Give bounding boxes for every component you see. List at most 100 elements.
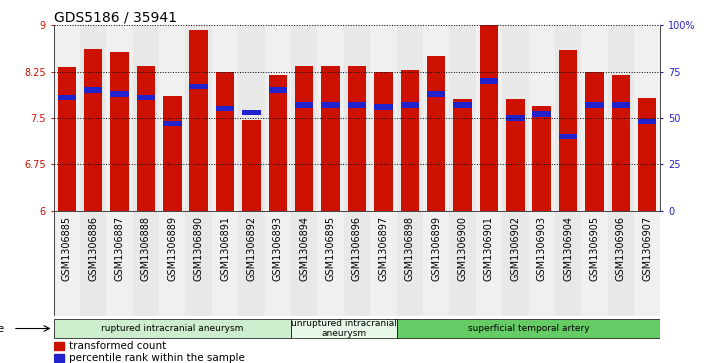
Bar [370,25,396,211]
Bar [449,211,476,316]
Bar [585,102,604,108]
Bar [291,25,318,211]
Bar [506,99,525,211]
Bar [58,95,76,101]
Bar [427,56,446,211]
Text: unruptured intracranial
aneurysm: unruptured intracranial aneurysm [291,319,397,338]
Bar [133,25,159,211]
Bar [238,25,265,211]
Bar [476,25,502,211]
Bar [216,72,234,211]
Bar [54,211,80,316]
Bar [533,106,551,211]
Text: tissue: tissue [0,323,5,334]
Text: GSM1306886: GSM1306886 [88,216,98,281]
Bar [396,25,423,211]
Text: GSM1306897: GSM1306897 [378,216,388,281]
Text: GSM1306900: GSM1306900 [458,216,468,281]
Text: GSM1306885: GSM1306885 [61,216,71,281]
Bar [58,67,76,211]
Text: GSM1306891: GSM1306891 [220,216,230,281]
Text: GSM1306899: GSM1306899 [431,216,441,281]
Bar [634,25,660,211]
Bar [159,25,186,211]
Bar [84,87,102,93]
Bar [585,72,604,211]
Bar [533,111,551,117]
Text: GSM1306904: GSM1306904 [563,216,573,281]
Bar [453,102,472,108]
Text: GSM1306898: GSM1306898 [405,216,415,281]
Bar [559,50,578,211]
Text: GSM1306903: GSM1306903 [537,216,547,281]
Text: GSM1306905: GSM1306905 [590,216,600,281]
Bar [54,342,64,350]
Bar [291,211,318,316]
Text: GSM1306895: GSM1306895 [326,216,336,281]
Bar [638,98,656,211]
Text: GSM1306887: GSM1306887 [114,216,124,281]
Bar [136,95,155,101]
Bar [608,25,634,211]
Bar [106,25,133,211]
Bar [163,97,181,211]
Bar [238,211,265,316]
Text: GSM1306907: GSM1306907 [643,216,653,281]
Bar [344,25,370,211]
Text: GSM1306888: GSM1306888 [141,216,151,281]
Bar [212,211,238,316]
Bar [370,211,396,316]
Bar [189,84,208,89]
Bar [186,25,212,211]
Text: ruptured intracranial aneurysm: ruptured intracranial aneurysm [101,324,243,333]
Bar [84,49,102,211]
Bar [374,104,393,110]
Bar [374,72,393,211]
Bar [295,102,313,108]
Bar [476,211,502,316]
Bar [581,211,608,316]
Bar [159,211,186,316]
Bar [212,25,238,211]
Bar [423,211,449,316]
Bar [242,120,261,211]
Bar [318,211,344,316]
Bar [110,52,129,211]
FancyBboxPatch shape [291,319,396,338]
Bar [555,211,581,316]
Bar [401,70,419,211]
Bar [612,102,630,108]
Bar [321,102,340,108]
Bar [80,211,106,316]
Bar [133,211,159,316]
Bar [216,106,234,111]
Bar [401,102,419,108]
Bar [453,99,472,211]
Bar [480,25,498,211]
Text: superficial temporal artery: superficial temporal artery [468,324,589,333]
Bar [634,211,660,316]
Bar [638,119,656,125]
Bar [189,30,208,211]
Text: GSM1306894: GSM1306894 [299,216,309,281]
Bar [321,66,340,211]
Bar [265,211,291,316]
Bar [268,87,287,93]
Bar [348,102,366,108]
Bar [163,121,181,126]
Bar [54,25,80,211]
Bar [295,66,313,211]
Bar [268,76,287,211]
Bar [612,76,630,211]
Bar [427,91,446,97]
Bar [318,25,344,211]
Bar [559,134,578,139]
Text: GSM1306902: GSM1306902 [511,216,521,281]
Text: GSM1306896: GSM1306896 [352,216,362,281]
Bar [54,354,64,362]
Bar [106,211,133,316]
Bar [581,25,608,211]
FancyBboxPatch shape [396,319,660,338]
Text: GSM1306889: GSM1306889 [167,216,177,281]
Bar [344,211,370,316]
